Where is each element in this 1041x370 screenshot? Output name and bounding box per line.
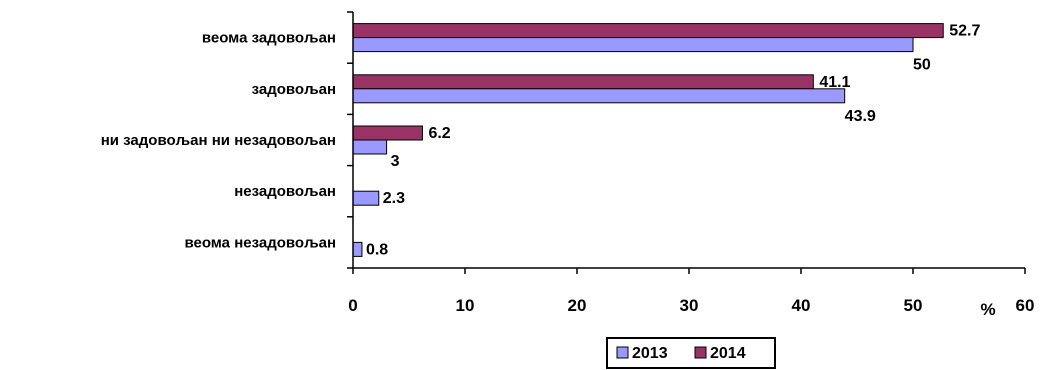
category-label: задовољан (252, 81, 336, 98)
data-label-2014: 6.2 (428, 125, 450, 142)
data-label-2014: 52.7 (949, 23, 980, 40)
x-tick-label: 60 (1016, 296, 1035, 315)
legend: 2013 2014 (606, 337, 776, 369)
category-label: веома задовољан (202, 30, 336, 47)
x-tick-label: 50 (904, 296, 923, 315)
x-unit-label: % (980, 300, 995, 319)
x-tick-label: 20 (568, 296, 587, 315)
x-tick-label: 40 (792, 296, 811, 315)
legend-label-2013: 2013 (632, 345, 668, 362)
bars-group (352, 23, 944, 257)
legend-swatch-2013 (616, 346, 629, 359)
bar-2014 (352, 23, 944, 39)
legend-label-2014: 2014 (710, 345, 746, 362)
axes-group (347, 11, 1026, 274)
bar-2013 (352, 88, 846, 104)
legend-box (606, 337, 776, 369)
category-label: веома незадовољан (184, 234, 336, 251)
x-tick-label: 10 (456, 296, 475, 315)
bar-2013 (352, 37, 914, 53)
legend-swatch-2014 (694, 346, 707, 359)
x-tick-label: 30 (680, 296, 699, 315)
category-label: незадовољан (234, 183, 336, 200)
labels-group: веома задовољан 52.7 50 задовољан 41.1 43.9 ни… (101, 23, 1035, 319)
data-label-2013: 43.9 (845, 108, 876, 125)
bar-2014 (352, 125, 423, 141)
data-label-2013: 0.8 (366, 241, 388, 258)
bar-2013 (352, 190, 380, 206)
bar-2013 (352, 241, 363, 257)
x-tick-label: 0 (348, 296, 357, 315)
bar-2014 (352, 74, 814, 90)
data-label-2014: 41.1 (819, 74, 850, 91)
data-label-2013: 2.3 (383, 190, 405, 207)
category-label: ни задовољан ни незадовољан (101, 132, 336, 149)
data-label-2013: 50 (913, 57, 931, 74)
data-label-2013: 3 (391, 153, 400, 170)
bar-2013 (352, 139, 388, 155)
